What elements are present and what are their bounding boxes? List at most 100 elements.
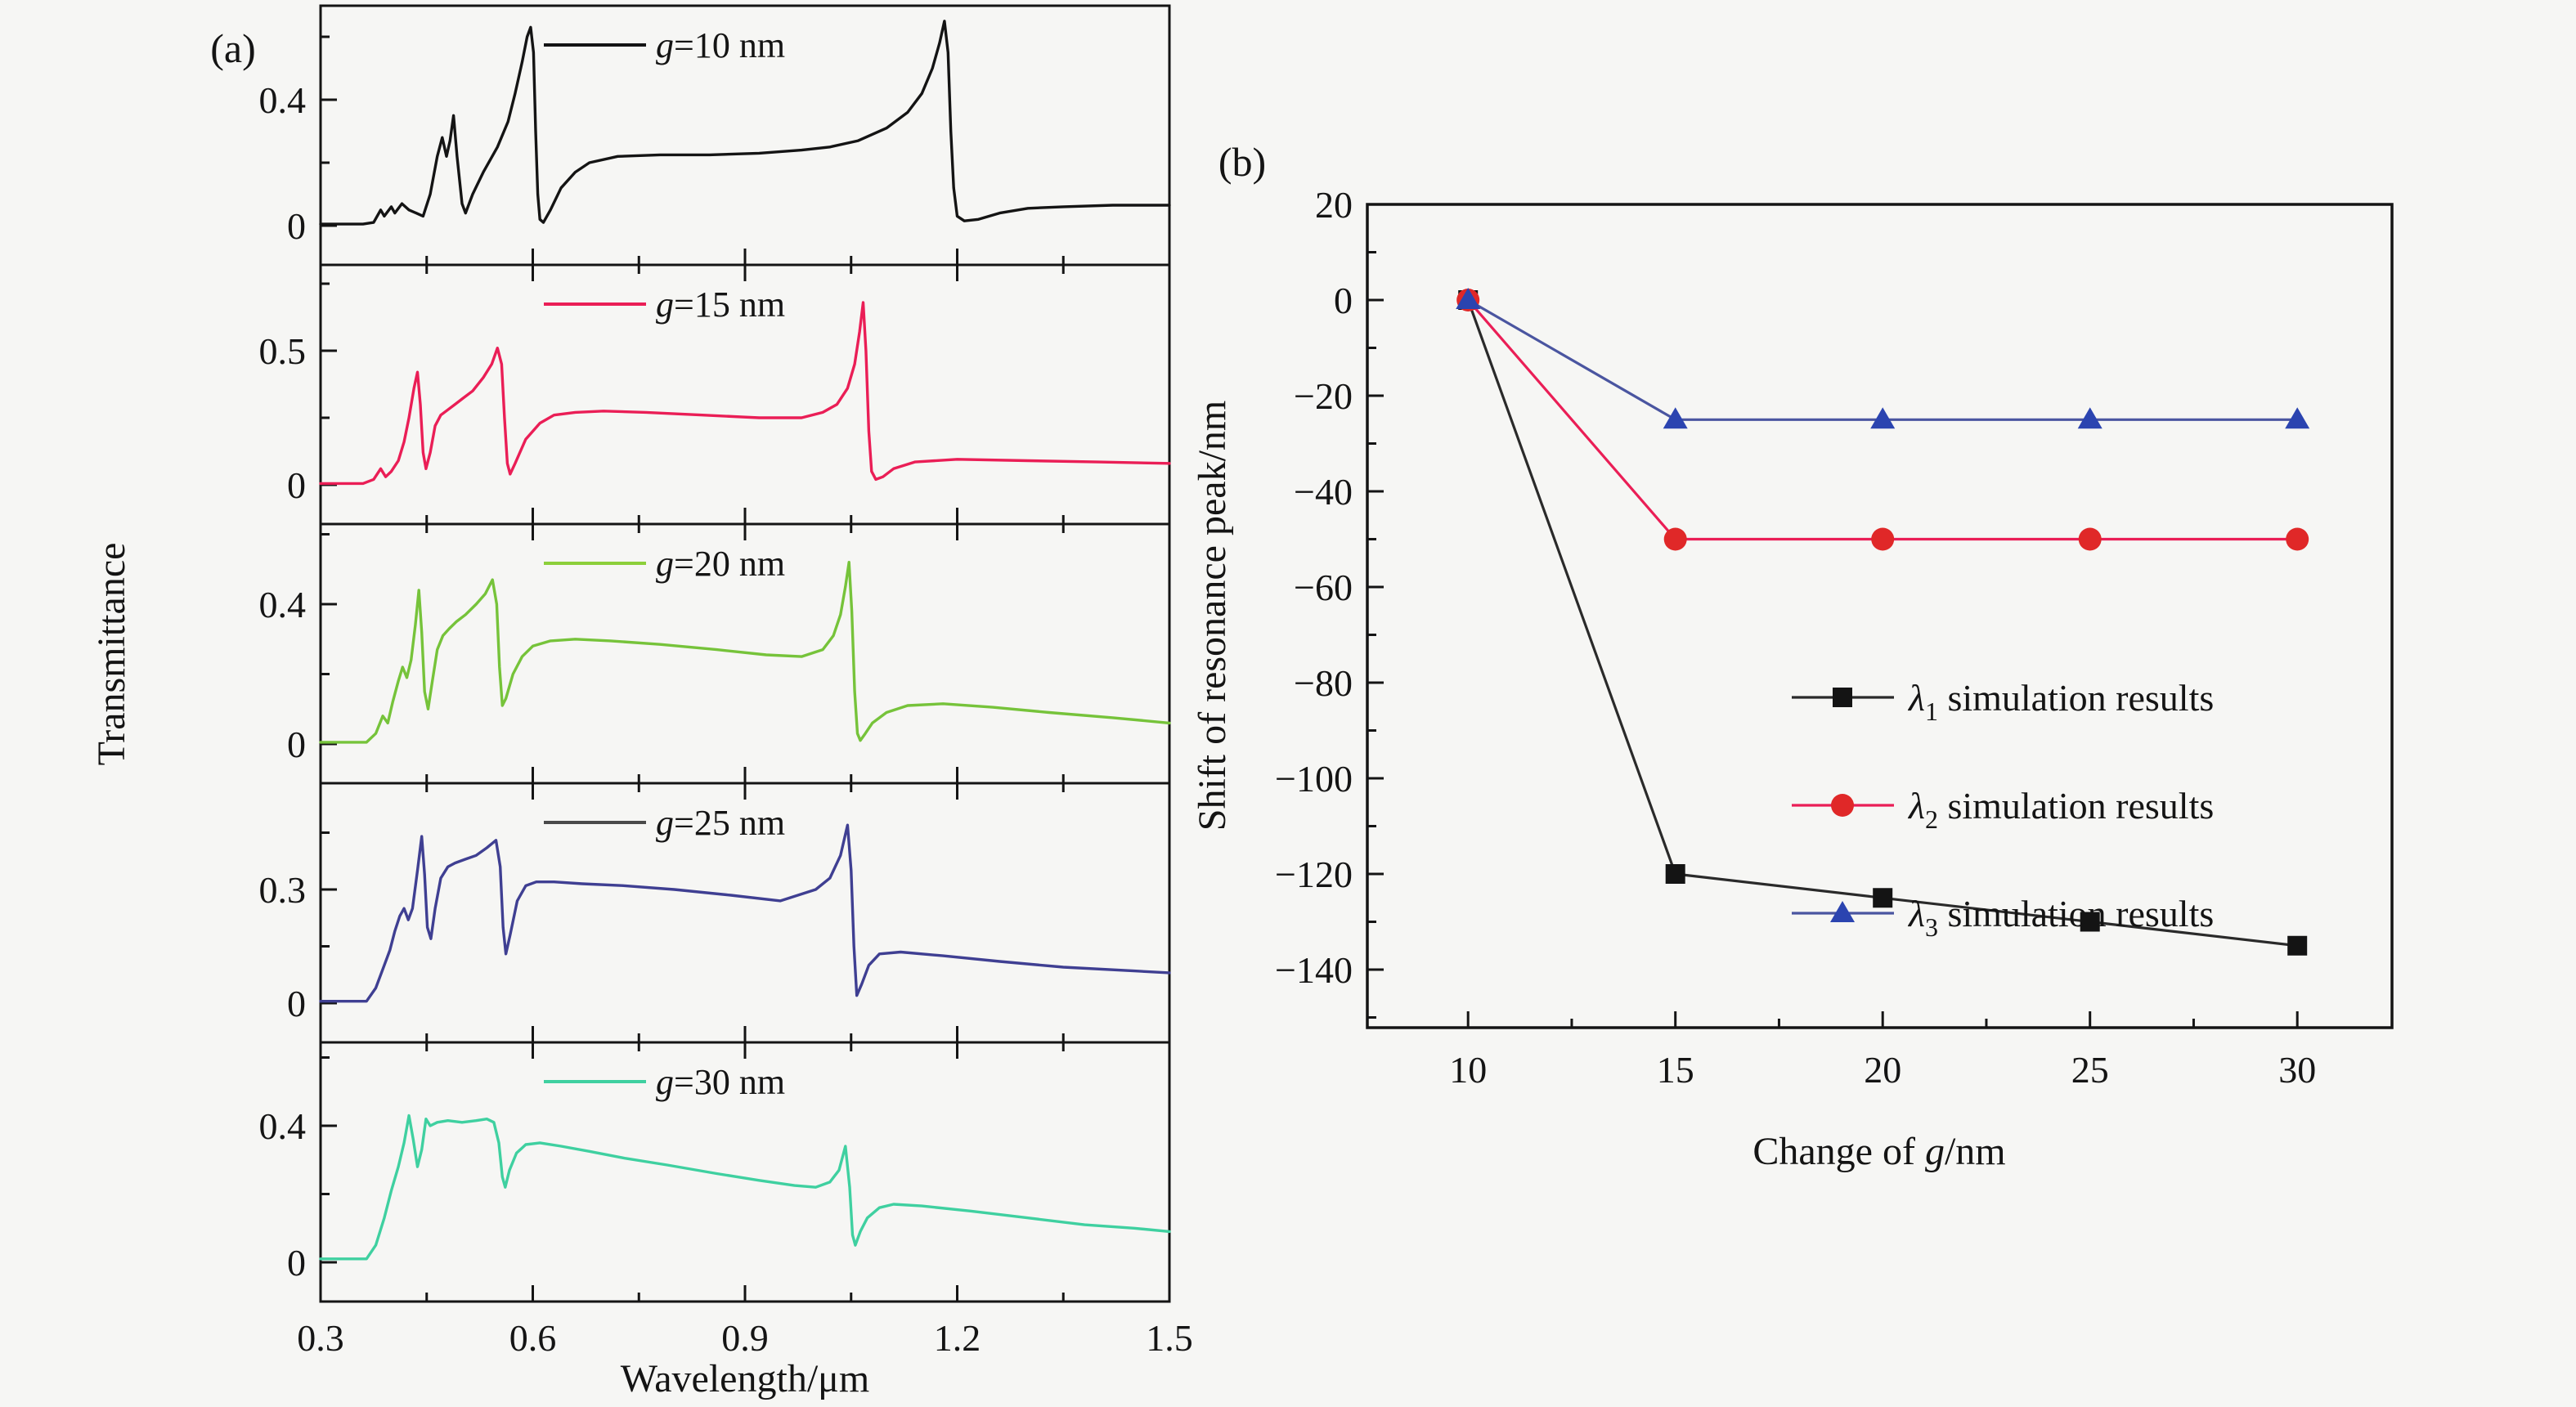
panel-a-label: (a) [210,25,256,71]
data-point-lambda3 [1456,288,1481,309]
spectrum-curve-g15 [319,301,1171,486]
transmittance-axis-title: Transmittance [90,543,133,766]
lambda-symbol: λ [1907,785,1925,827]
legend-label-g10: g=10 nm [656,25,785,65]
b-x-tick-label: 20 [1864,1049,1901,1091]
legend-marker-lambda2 [1831,794,1854,817]
legend-g-value: =25 nm [674,803,785,843]
legend-text: simulation results [1938,785,2214,827]
b-y-tick-label: −40 [1294,471,1353,513]
legend-label-g15: g=15 nm [656,285,785,325]
legend-label-lambda2: λ2 simulation results [1907,785,2214,834]
spectrum-curve-g30 [319,1114,1171,1261]
data-point-lambda3 [2077,407,2103,429]
data-point-lambda2 [2286,527,2309,551]
legend-label-g30: g=30 nm [656,1062,785,1102]
data-point-lambda2 [1663,527,1687,551]
spectrum-curve-g20 [319,561,1171,744]
change-of-g-axis-title: Change of g/nm [1752,1130,2005,1173]
legend-g-symbol: g [656,285,674,325]
y-tick-label: 0 [287,205,306,247]
legend-label-g20: g=20 nm [656,544,785,584]
legend-g-value: =20 nm [674,544,785,584]
y-tick-label: 0 [287,464,306,506]
y-tick-label: 0.4 [259,584,307,625]
panel-b: 20 0 −20 −40 −60 −80 −100 −120 −140 10 15 20 25 30 λ1 … [1275,184,2394,1091]
y-tick-label: 0.4 [259,79,307,121]
subplot-g15: 0 0.5 g=15 nm [259,263,1171,526]
y-tick-label: 0.5 [259,330,307,372]
b-x-tick-label: 30 [2278,1049,2316,1091]
legend-label-lambda3: λ3 simulation results [1907,893,2214,942]
legend-label-g25: g=25 nm [656,803,785,843]
legend-item-lambda2: λ2 simulation results [1792,785,2214,834]
b-y-tick-label: −120 [1275,854,1353,895]
data-point-lambda3 [2285,407,2310,429]
wavelength-tick-label: 1.5 [1146,1317,1193,1359]
legend-label-lambda1: λ1 simulation results [1907,677,2214,726]
series-lambda1 [1458,290,2308,956]
b-y-tick-label: 0 [1334,280,1353,321]
legend-g-value: =15 nm [674,285,785,325]
legend-g-symbol: g [656,1062,674,1102]
series-lambda3 [1456,288,2310,429]
change-axis-pre: Change of [1752,1130,1925,1173]
spectrum-curve-g10 [319,20,1171,226]
b-y-tick-label: −20 [1294,375,1353,417]
legend-g-value: =10 nm [674,25,785,65]
y-tick-label: 0 [287,1242,306,1284]
b-x-tick-label: 10 [1449,1049,1487,1091]
y-tick-label: 0 [287,724,306,765]
spectrum-curve-g25 [319,823,1171,1003]
b-y-tick-label: −140 [1275,949,1353,991]
subplot-g10: 0 0.4 g=10 nm [259,4,1171,267]
wavelength-tick-label: 0.3 [297,1317,344,1359]
data-point-lambda2 [1871,527,1895,551]
subplot-g20: 0 0.4 g=20 nm [259,522,1171,785]
legend-text: simulation results [1938,677,2214,719]
b-y-tick-label: −100 [1275,758,1353,800]
legend-item-lambda1: λ1 simulation results [1792,677,2214,726]
b-y-tick-label: −80 [1294,662,1353,704]
y-tick-label: 0.3 [259,869,307,911]
data-point-lambda3 [1870,407,1896,429]
panel-b-frame [1366,203,2394,1029]
data-point-lambda3 [1663,407,1688,429]
data-point-lambda1 [2287,935,2308,956]
shift-axis-title: Shift of resonance peak/nm [1191,401,1234,831]
panel-b-label: (b) [1218,139,1266,185]
b-x-tick-label: 25 [2071,1049,2109,1091]
b-y-tick-label: −60 [1294,567,1353,608]
wavelength-axis-title: Wavelength/μm [621,1357,869,1400]
wavelength-tick-label: 0.9 [721,1317,769,1359]
legend-g-symbol: g [656,803,674,843]
legend-g-symbol: g [656,25,674,65]
data-point-lambda1 [1873,888,1893,908]
legend-g-symbol: g [656,544,674,584]
b-y-tick-label: 20 [1315,184,1353,226]
legend-text: simulation results [1938,893,2214,934]
legend-marker-lambda1 [1833,688,1852,707]
lambda-subscript: 1 [1925,697,1938,726]
legend-item-lambda3: λ3 simulation results [1792,893,2214,942]
y-tick-label: 0.4 [259,1105,307,1147]
change-axis-g: g [1925,1130,1945,1173]
wavelength-tick-label: 1.2 [934,1317,981,1359]
wavelength-tick-label: 0.6 [509,1317,557,1359]
b-x-tick-label: 15 [1657,1049,1694,1091]
change-axis-post: /nm [1945,1130,2006,1173]
subplot-g25: 0 0.3 g=25 nm [259,782,1171,1044]
data-point-lambda1 [1665,864,1685,884]
lambda-subscript: 3 [1925,912,1938,942]
lambda-subscript: 2 [1925,804,1938,834]
lambda-symbol: λ [1907,893,1925,934]
y-tick-label: 0 [287,983,306,1024]
legend-marker-lambda3 [1830,901,1855,922]
lambda-symbol: λ [1907,677,1925,719]
subplot-g30: 0 0.4 g=30 nm [259,1041,1171,1303]
data-point-lambda2 [2078,527,2102,551]
legend-g-value: =30 nm [674,1062,785,1102]
data-point-lambda1 [2080,912,2100,932]
